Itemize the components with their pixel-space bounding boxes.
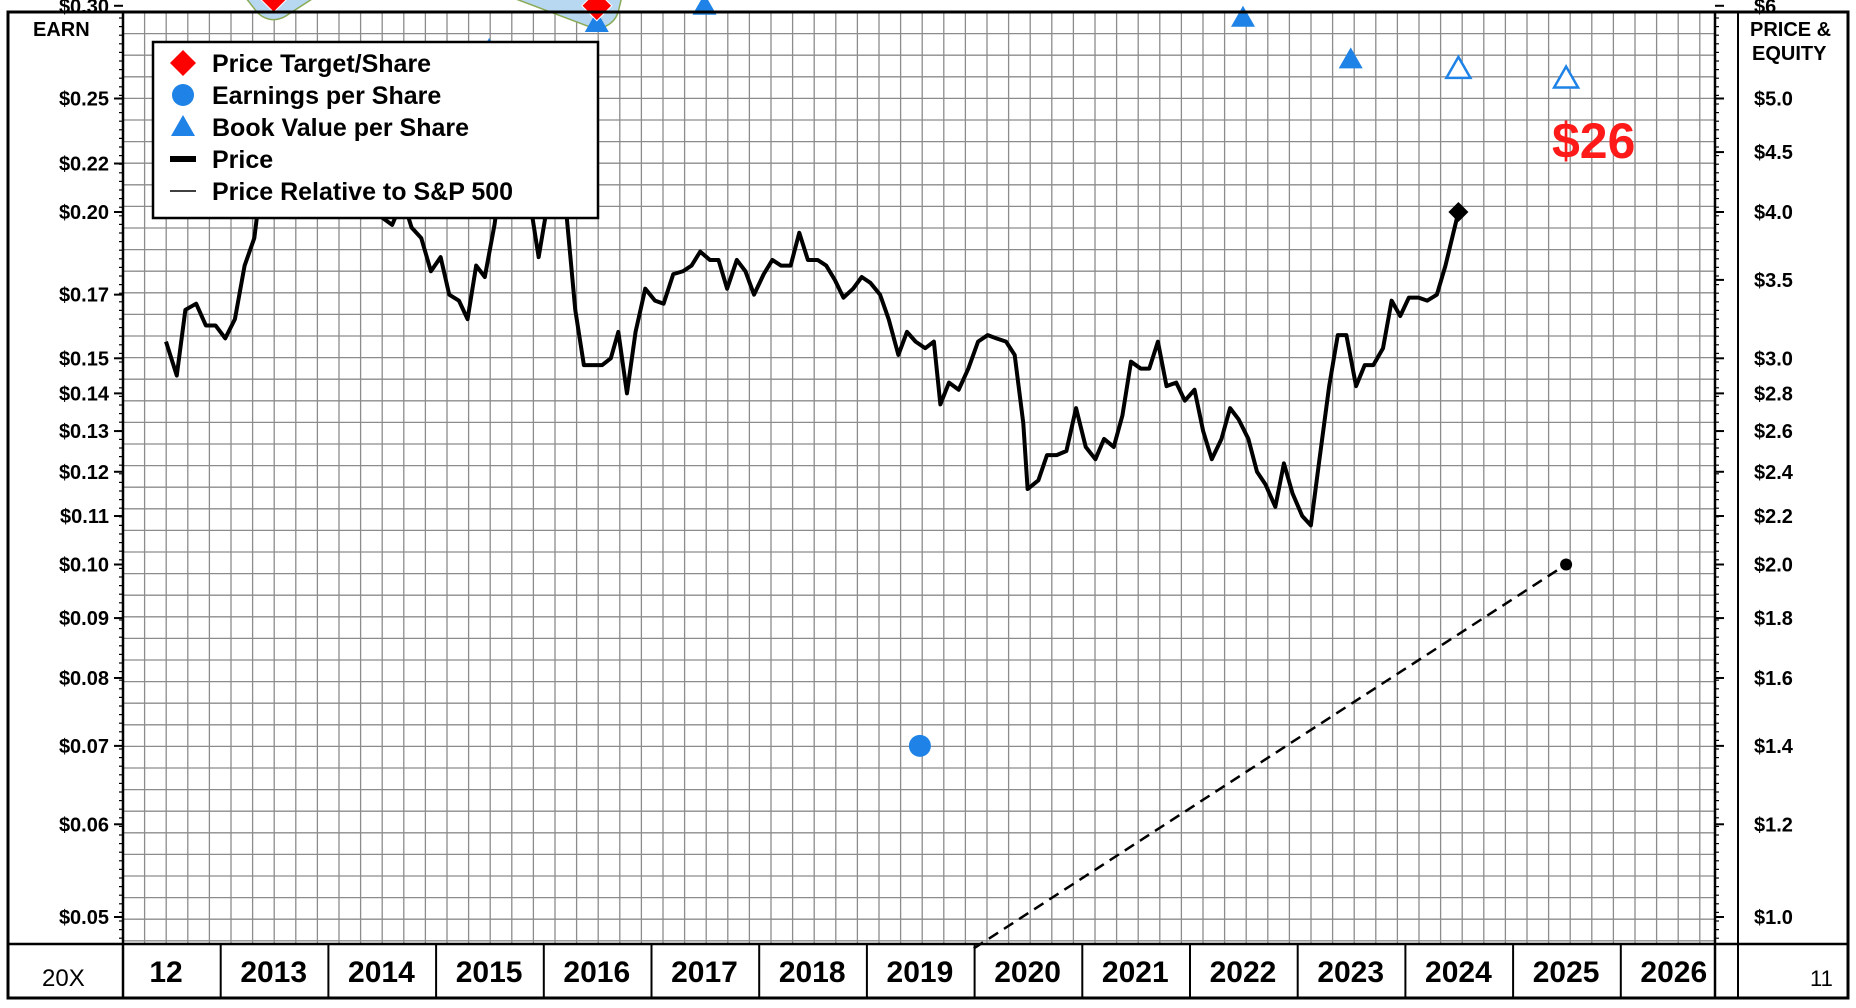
right-tick-label: $5.0 bbox=[1754, 89, 1793, 111]
right-tick-label: $1.6 bbox=[1754, 668, 1793, 690]
right-axis-title-line2: EQUITY bbox=[1752, 43, 1827, 65]
eps-series bbox=[908, 734, 931, 757]
eps-point bbox=[908, 734, 931, 757]
x-axis-label: 2021 bbox=[1102, 956, 1169, 989]
right-tick-label: $1.2 bbox=[1754, 814, 1793, 836]
left-axis-title: EARN bbox=[33, 19, 90, 41]
left-tick-label: $0.30 bbox=[59, 0, 109, 18]
bvps-estimate-point bbox=[1551, 64, 1581, 89]
legend-diamond-icon bbox=[170, 50, 196, 76]
left-tick-label: $0.15 bbox=[59, 348, 109, 370]
x-axis-label: 2017 bbox=[671, 956, 738, 989]
bvps-point bbox=[584, 11, 609, 33]
legend-label: Earnings per Share bbox=[212, 82, 441, 110]
relative-end-point bbox=[1560, 558, 1573, 571]
right-tick-label: $2.8 bbox=[1754, 383, 1793, 405]
x-axis-label: 2013 bbox=[240, 956, 307, 989]
legend: Price Target/Share Earnings per Share Book… bbox=[151, 40, 600, 220]
price-end-marker bbox=[1448, 201, 1469, 222]
chart-frame bbox=[6, 10, 1850, 1000]
left-tick-label: $0.06 bbox=[59, 814, 109, 836]
x-axis-label: 2016 bbox=[563, 956, 630, 989]
price-series bbox=[164, 150, 1469, 528]
left-tick-label: $0.20 bbox=[59, 202, 109, 224]
right-tick-label: $6 bbox=[1754, 0, 1776, 18]
left-tick-label: $0.10 bbox=[59, 554, 109, 576]
left-tick-label: $0.17 bbox=[59, 285, 109, 307]
right-tick-label: $3.0 bbox=[1754, 348, 1793, 370]
left-tick-label: $0.08 bbox=[59, 668, 109, 690]
bvps-estimate-point bbox=[1444, 54, 1473, 80]
left-tick-label: $0.25 bbox=[59, 89, 109, 111]
x-axis-label: 2020 bbox=[994, 956, 1061, 989]
legend-triangle-icon bbox=[171, 115, 195, 136]
x-axis-label: 2014 bbox=[348, 956, 415, 989]
right-tick-label: $2.6 bbox=[1754, 421, 1793, 443]
target-price-label: $26 bbox=[1552, 113, 1635, 169]
x-axis-label: 2019 bbox=[887, 956, 954, 989]
left-tick-label: $0.09 bbox=[59, 608, 109, 630]
x-axis-label: 2018 bbox=[779, 956, 846, 989]
x-axis-label: 2025 bbox=[1533, 956, 1600, 989]
right-tick-label: $2.0 bbox=[1754, 554, 1793, 576]
relative-line bbox=[973, 563, 1567, 950]
right-tick-label: $4.5 bbox=[1754, 142, 1793, 164]
bvps-point bbox=[1338, 47, 1363, 69]
left-tick-label: $0.11 bbox=[60, 506, 109, 528]
right-tick-label: $1.0 bbox=[1754, 907, 1793, 929]
left-tick-label: $0.22 bbox=[59, 154, 109, 176]
legend-box bbox=[151, 40, 600, 220]
x-axis-label: 2022 bbox=[1210, 956, 1277, 989]
left-tick-label: $0.07 bbox=[59, 736, 109, 758]
left-axis-ticks: $1.50$1.40$1.30$1.20$1.10$1.00$0.90$0.80… bbox=[59, 0, 123, 929]
right-axis-title-line1: PRICE & bbox=[1750, 19, 1831, 41]
right-tick-label: $1.8 bbox=[1754, 608, 1793, 630]
right-tick-label: $4.0 bbox=[1754, 202, 1793, 224]
grid-lines bbox=[122, 11, 1715, 944]
legend-label: Price bbox=[212, 146, 273, 174]
right-tick-label: $3.5 bbox=[1754, 270, 1793, 292]
x-axis-label: 2026 bbox=[1640, 956, 1707, 989]
price-target-point bbox=[581, 0, 613, 22]
left-tick-label: $0.05 bbox=[59, 907, 109, 929]
legend-label: Price Relative to S&P 500 bbox=[212, 178, 513, 206]
x-axis-labels: 12 2013 2014 2015 2016 2017 2018 2019 2020 2021 20… bbox=[149, 944, 1707, 998]
price-line bbox=[164, 150, 1461, 528]
x-axis-label: 12 bbox=[149, 956, 182, 989]
bvps-point bbox=[1231, 5, 1255, 27]
x-axis-label: 2015 bbox=[456, 956, 523, 989]
right-tick-label: $2.4 bbox=[1754, 462, 1794, 484]
corner-left-label: 20X bbox=[42, 965, 85, 992]
left-tick-label: $0.14 bbox=[59, 383, 110, 405]
left-tick-label: $0.12 bbox=[59, 462, 109, 484]
corner-right-label: 11 bbox=[1810, 966, 1833, 991]
legend-label: Price Target/Share bbox=[212, 50, 431, 78]
outer-border bbox=[6, 10, 1850, 1000]
right-tick-label: $2.2 bbox=[1754, 506, 1793, 528]
legend-label: Book Value per Share bbox=[212, 114, 469, 142]
left-tick-label: $0.13 bbox=[59, 421, 109, 443]
x-axis-label: 2024 bbox=[1425, 956, 1492, 989]
legend-circle-icon bbox=[172, 84, 194, 106]
x-axis-label: 2023 bbox=[1317, 956, 1384, 989]
right-tick-label: $1.4 bbox=[1754, 736, 1794, 758]
relative-price-series bbox=[973, 558, 1573, 950]
right-axis-ticks: $30$28$26$24$22$20$18$16$14$12$10$9$8$7$… bbox=[1715, 0, 1794, 929]
